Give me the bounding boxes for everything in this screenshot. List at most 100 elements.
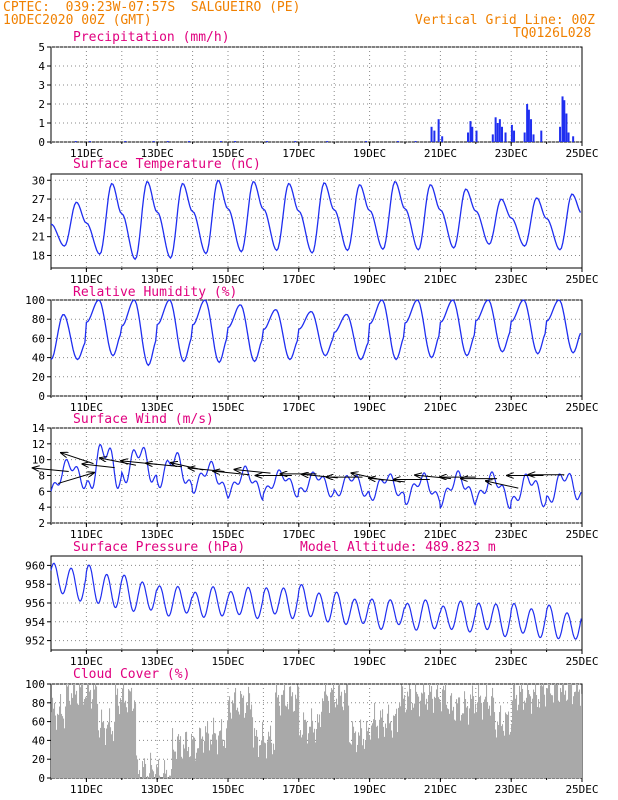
cloud-bar bbox=[78, 704, 80, 778]
cloud-bar bbox=[577, 684, 579, 778]
cloud-bar bbox=[564, 694, 566, 778]
cloud-bar bbox=[375, 720, 377, 778]
cloud-bar bbox=[417, 694, 419, 778]
cloud-bar bbox=[214, 733, 216, 778]
cloud-bar bbox=[493, 697, 495, 778]
cloud-bar bbox=[578, 691, 580, 778]
cloud-bar bbox=[125, 700, 127, 778]
cloud-bar bbox=[325, 684, 327, 778]
cloud-bar bbox=[104, 728, 106, 778]
cloud-bar bbox=[444, 690, 446, 778]
cloud-bar bbox=[126, 707, 128, 778]
cloud-bar bbox=[580, 705, 582, 778]
y-tick-label: 27 bbox=[32, 193, 45, 206]
cloud-bar bbox=[54, 703, 56, 778]
cloud-bar bbox=[223, 746, 225, 778]
cloud-bar bbox=[88, 684, 90, 778]
cloud-bar bbox=[547, 688, 549, 778]
cloud-bar bbox=[180, 736, 182, 778]
x-tick-label: 17DEC bbox=[282, 528, 315, 541]
cloud-bar bbox=[224, 740, 226, 778]
cloud-bar bbox=[219, 731, 221, 778]
cloud-bar bbox=[335, 707, 337, 778]
x-tick-label: 19DEC bbox=[353, 655, 386, 668]
cloud-bar bbox=[56, 729, 58, 778]
cloud-bar bbox=[504, 735, 506, 778]
cloud-bar bbox=[536, 694, 538, 778]
cloud-bar bbox=[350, 743, 352, 778]
cloud-bar bbox=[499, 711, 501, 778]
cloud-bar bbox=[488, 708, 490, 778]
cloud-bar bbox=[136, 755, 138, 778]
cloud-bar bbox=[549, 684, 551, 778]
precip-bar bbox=[265, 141, 268, 143]
y-tick-label: 956 bbox=[25, 597, 45, 610]
cloud-bar bbox=[250, 709, 252, 778]
cloud-bar bbox=[195, 760, 197, 778]
cloud-bar bbox=[197, 748, 199, 778]
cloud-bar bbox=[565, 690, 567, 778]
cloud-bar bbox=[532, 698, 534, 778]
cloud-bar bbox=[122, 688, 124, 778]
cloud-bar bbox=[301, 737, 303, 778]
x-tick-label: 15DEC bbox=[211, 147, 244, 160]
cloud-bar bbox=[551, 695, 553, 778]
precip-bar bbox=[188, 141, 191, 143]
cloud-bar bbox=[534, 692, 536, 778]
cloud-bar bbox=[361, 728, 363, 778]
cloud-bar bbox=[508, 711, 510, 778]
wind-vector bbox=[33, 468, 69, 473]
cloud-bar bbox=[334, 702, 336, 778]
cloud-bar bbox=[436, 689, 438, 778]
wind-vector bbox=[234, 470, 271, 474]
precip-bar bbox=[441, 136, 444, 142]
cloud-bar bbox=[474, 713, 476, 778]
cloud-bar bbox=[95, 684, 97, 778]
cloud-bar bbox=[431, 686, 433, 778]
cloud-bar bbox=[310, 726, 312, 778]
cloud-bar bbox=[486, 684, 488, 778]
cloud-bar bbox=[371, 725, 373, 778]
cloud-bar bbox=[466, 707, 468, 778]
cloud-bar bbox=[452, 710, 454, 778]
cloud-bar bbox=[535, 684, 537, 778]
precip-bar bbox=[498, 119, 501, 142]
y-tick-label: 2 bbox=[38, 98, 45, 111]
cloud-bar bbox=[285, 705, 287, 778]
cloud-bar bbox=[372, 723, 374, 778]
cloud-bar bbox=[312, 720, 314, 778]
cloud-bar bbox=[442, 689, 444, 778]
cloud-bar bbox=[246, 702, 248, 778]
precip-bar bbox=[437, 119, 440, 142]
y-tick-label: 2 bbox=[38, 517, 45, 530]
x-tick-label: 23DEC bbox=[495, 273, 528, 286]
y-tick-label: 12 bbox=[32, 438, 45, 451]
cloud-bar bbox=[101, 709, 103, 778]
cloud-bar bbox=[245, 713, 247, 778]
cloud-bar bbox=[102, 722, 104, 778]
cloud-bar bbox=[530, 696, 532, 778]
series-line bbox=[50, 562, 582, 640]
cloud-bar bbox=[226, 728, 228, 778]
cloud-bar bbox=[498, 725, 500, 778]
cloud-bar bbox=[266, 758, 268, 778]
cloud-bar bbox=[113, 741, 115, 778]
precip-bar bbox=[396, 141, 399, 143]
cloud-bar bbox=[394, 715, 396, 778]
cloud-bar bbox=[255, 736, 257, 778]
cloud-bar bbox=[570, 684, 572, 778]
precip-bar bbox=[74, 141, 77, 143]
panel-annotation: Model Altitude: 489.823 m bbox=[300, 540, 496, 555]
cloud-bar bbox=[450, 695, 452, 778]
cloud-bar bbox=[424, 692, 426, 778]
cloud-bar bbox=[540, 685, 542, 778]
cloud-bar bbox=[314, 728, 316, 778]
cloud-bar bbox=[173, 749, 175, 778]
cloud-bar bbox=[208, 733, 210, 778]
x-tick-label: 13DEC bbox=[141, 401, 174, 414]
cloud-bar bbox=[559, 701, 561, 778]
cloud-bar bbox=[242, 697, 244, 778]
cloud-bar bbox=[569, 684, 571, 778]
cloud-bar bbox=[175, 751, 177, 778]
cloud-bar bbox=[221, 719, 223, 778]
